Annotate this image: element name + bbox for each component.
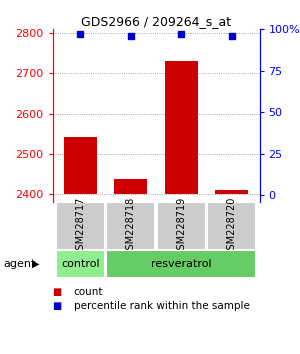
Bar	[56, 250, 105, 278]
Text: GSM228718: GSM228718	[126, 196, 136, 256]
Bar	[157, 202, 206, 250]
Bar	[106, 250, 256, 278]
Text: control: control	[61, 259, 100, 269]
Text: percentile rank within the sample: percentile rank within the sample	[74, 301, 249, 311]
Text: ▶: ▶	[32, 259, 39, 269]
Text: ■: ■	[52, 287, 62, 297]
Text: GSM228720: GSM228720	[227, 196, 237, 256]
Bar	[56, 202, 105, 250]
Text: ■: ■	[52, 301, 62, 311]
Text: GSM228719: GSM228719	[176, 196, 186, 256]
Bar	[114, 179, 147, 194]
Bar	[106, 202, 155, 250]
Text: count: count	[74, 287, 103, 297]
Title: GDS2966 / 209264_s_at: GDS2966 / 209264_s_at	[81, 15, 231, 28]
Bar	[207, 202, 256, 250]
Text: GSM228717: GSM228717	[75, 196, 85, 256]
Bar	[215, 190, 248, 194]
Bar	[64, 137, 97, 194]
Text: resveratrol: resveratrol	[151, 259, 212, 269]
Bar	[165, 61, 198, 194]
Text: agent: agent	[3, 259, 35, 269]
